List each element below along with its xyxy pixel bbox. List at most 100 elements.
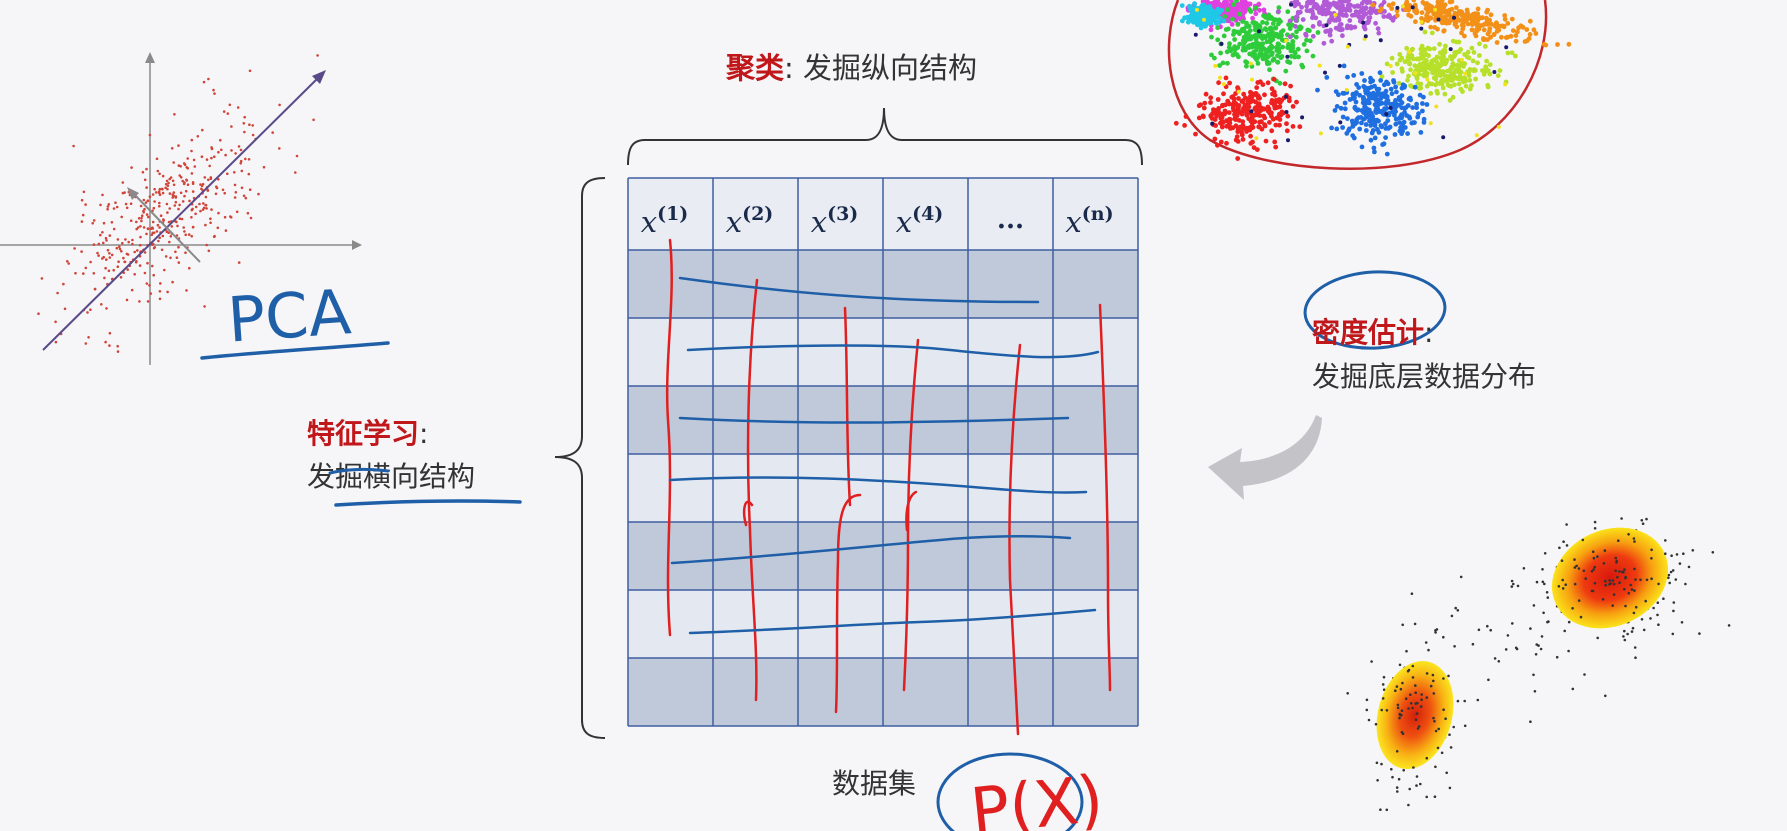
cluster-point (1450, 94, 1456, 100)
cluster-point (1285, 59, 1290, 64)
cluster-point (1237, 41, 1243, 47)
cluster-point (1460, 89, 1465, 94)
cluster-point (1456, 75, 1462, 80)
cluster-point (1363, 122, 1369, 127)
pca-point (178, 217, 182, 220)
pca-point (92, 272, 96, 275)
pca-point (148, 133, 152, 137)
cluster-point (1309, 7, 1314, 13)
cluster-point (1358, 14, 1364, 20)
column-header-variable: x (811, 205, 827, 239)
cluster-point (1376, 86, 1382, 92)
cluster-point (1264, 59, 1270, 65)
pca-point (207, 249, 211, 253)
cluster-point (1342, 100, 1348, 106)
cluster-point (1292, 3, 1298, 9)
pca-point (224, 153, 227, 157)
density-point (1493, 657, 1497, 660)
cluster-point (1280, 28, 1286, 33)
cluster-point (1244, 30, 1250, 36)
cluster-point (1228, 125, 1233, 131)
pca-point (155, 230, 159, 233)
cluster-point (1288, 48, 1294, 54)
pca-point (190, 149, 193, 153)
cluster-point (1221, 18, 1227, 24)
pca-point (155, 157, 159, 161)
cluster-point (1239, 129, 1244, 135)
pca-point (165, 179, 169, 183)
cluster-point (1470, 58, 1476, 64)
cluster-point (1454, 24, 1460, 30)
cluster-point (1267, 37, 1273, 43)
pca-point (144, 201, 148, 204)
cluster-point (1221, 0, 1227, 5)
cluster-noise-point (1388, 64, 1393, 68)
density-point (1603, 549, 1607, 552)
pca-point (130, 288, 134, 292)
density-point (1414, 718, 1418, 721)
cluster-point (1287, 34, 1293, 40)
cluster-point (1472, 31, 1478, 36)
cluster-noise-point (1496, 124, 1501, 129)
density-point (1626, 632, 1629, 636)
density-point (1573, 558, 1576, 561)
blue-stroke-row6 (688, 608, 1097, 635)
cluster-point (1297, 124, 1303, 130)
pca-point (151, 226, 154, 229)
density-point (1401, 681, 1404, 685)
cluster-noise-point (1448, 47, 1453, 52)
cluster-point (1405, 77, 1410, 83)
cluster-point (1372, 135, 1378, 141)
cluster-point (1244, 23, 1249, 29)
cluster-point (1397, 120, 1402, 125)
cluster-point (1269, 113, 1274, 119)
density-point (1662, 597, 1665, 600)
table-cell (883, 658, 968, 726)
density-point (1417, 725, 1421, 728)
cluster-point (1338, 105, 1344, 111)
density-point (1370, 660, 1373, 663)
pca-point (236, 106, 240, 109)
cluster-point (1381, 141, 1387, 147)
cluster-point (1288, 83, 1293, 89)
pca-point (168, 192, 172, 195)
density-point (1380, 762, 1383, 766)
pca-point (119, 276, 123, 279)
density-point (1664, 539, 1667, 542)
cluster-point (1273, 17, 1279, 23)
density-point (1397, 777, 1401, 781)
density-point (1675, 553, 1679, 556)
pca-point (161, 234, 165, 238)
pca-point (99, 233, 102, 237)
cluster-point (1315, 87, 1320, 93)
pca-point (219, 138, 222, 142)
cluster-noise-point (1452, 15, 1456, 20)
cluster-point (1375, 126, 1380, 132)
cluster-point (1425, 10, 1431, 15)
pca-point (210, 208, 213, 211)
cluster-point (1383, 94, 1389, 100)
pca-point (166, 211, 169, 214)
pca-point (112, 268, 115, 272)
density-point (1563, 629, 1566, 633)
density-point (1547, 620, 1550, 623)
cluster-point (1249, 91, 1255, 96)
red-stroke-col1 (665, 238, 673, 637)
column-header-index: (n) (1082, 203, 1114, 225)
density-point (1535, 643, 1538, 646)
cluster-point (1456, 39, 1462, 45)
pca-point (126, 268, 129, 271)
cluster-point (1310, 11, 1316, 17)
cluster-point (1253, 99, 1258, 105)
cluster-point (1453, 19, 1459, 25)
cluster-point (1447, 83, 1452, 89)
cluster-enclosing-circle (1167, 0, 1548, 170)
pca-point (91, 221, 94, 225)
cluster-point (1518, 23, 1524, 29)
feature-learning-underline-short (328, 467, 390, 475)
cluster-point (1430, 58, 1436, 63)
cluster-point (1432, 25, 1438, 30)
cluster-point (1218, 50, 1223, 56)
pca-point (168, 240, 171, 244)
pca-point (205, 207, 208, 210)
